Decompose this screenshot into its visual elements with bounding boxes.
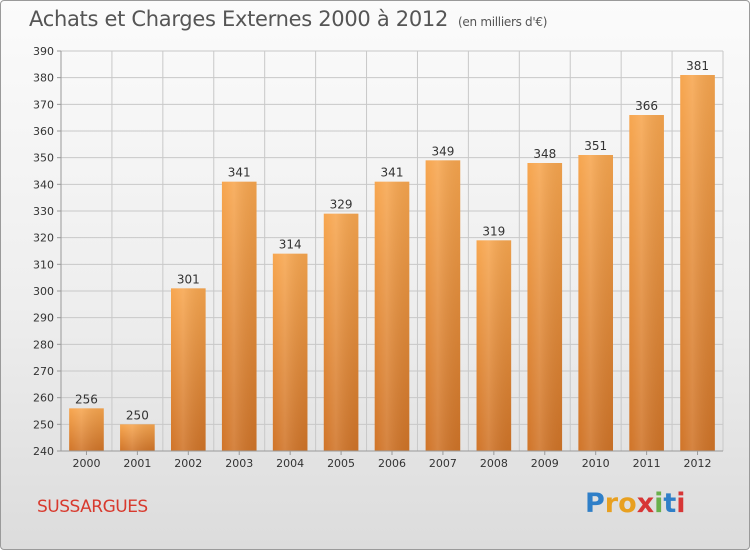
y-tick-label: 300 xyxy=(33,285,54,298)
y-tick-label: 250 xyxy=(33,418,54,431)
data-label: 256 xyxy=(75,392,98,406)
data-label: 319 xyxy=(482,224,505,238)
bar-shine xyxy=(323,213,359,451)
logo-letter: r xyxy=(604,488,619,519)
data-label: 381 xyxy=(686,59,709,73)
bar-shine xyxy=(120,424,155,451)
data-label: 351 xyxy=(584,139,607,153)
data-label: 314 xyxy=(279,238,302,252)
x-tick-label: 2003 xyxy=(225,457,253,470)
data-label: 341 xyxy=(228,166,251,180)
logo-letter: i xyxy=(676,488,686,519)
y-tick-label: 370 xyxy=(33,98,54,111)
y-tick-label: 390 xyxy=(33,45,54,58)
bar-shine xyxy=(69,408,104,451)
bar-shine xyxy=(680,75,715,451)
bar-shine xyxy=(476,240,512,451)
y-tick-label: 280 xyxy=(33,338,54,351)
bar-shine xyxy=(578,155,614,451)
data-label: 366 xyxy=(635,99,658,113)
y-tick-label: 380 xyxy=(33,72,54,85)
y-tick-label: 310 xyxy=(33,258,54,271)
data-label: 348 xyxy=(533,147,556,161)
data-label: 329 xyxy=(330,198,353,212)
x-tick-label: 2008 xyxy=(480,457,508,470)
x-tick-label: 2010 xyxy=(582,457,610,470)
bar-shine xyxy=(374,181,410,451)
y-tick-label: 330 xyxy=(33,205,54,218)
bar-shine xyxy=(425,160,461,452)
y-tick-label: 270 xyxy=(33,365,54,378)
y-tick-label: 260 xyxy=(33,392,54,405)
bar-shine xyxy=(527,163,563,451)
y-tick-label: 290 xyxy=(33,312,54,325)
axis-layer: 240 250 260 270 280 290 300 310 320 330 340 350 360 3… xyxy=(33,45,723,470)
bar-shine xyxy=(629,115,664,451)
y-tick-label: 350 xyxy=(33,152,54,165)
bar-shine xyxy=(272,253,308,451)
bar-shine xyxy=(170,288,206,451)
bar-layer: 256 250 301 341 314 329 341 349 319 348 351 366 381 xyxy=(69,59,715,452)
chart-unit: (en milliers d'€) xyxy=(458,15,548,29)
y-tick-label: 240 xyxy=(33,445,54,458)
data-label: 341 xyxy=(381,166,404,180)
x-tick-label: 2001 xyxy=(123,457,151,470)
logo-letter: P xyxy=(585,488,605,519)
logo-letter: t xyxy=(663,488,677,519)
x-tick-label: 2006 xyxy=(378,457,406,470)
logo-letter: o xyxy=(618,488,637,519)
x-tick-label: 2012 xyxy=(684,457,712,470)
x-tick-label: 2005 xyxy=(327,457,355,470)
y-tick-label: 340 xyxy=(33,178,54,191)
proxiti-logo: Proxiti xyxy=(585,488,686,519)
x-tick-label: 2000 xyxy=(72,457,100,470)
y-tick-label: 360 xyxy=(33,125,54,138)
x-tick-label: 2007 xyxy=(429,457,457,470)
x-tick-label: 2004 xyxy=(276,457,304,470)
commune-name: SUSSARGUES xyxy=(37,497,148,517)
x-tick-label: 2011 xyxy=(633,457,661,470)
data-label: 250 xyxy=(126,408,149,422)
chart-title-text: Achats et Charges Externes 2000 à 2012 xyxy=(29,7,449,31)
data-label: 301 xyxy=(177,272,200,286)
chart-title: Achats et Charges Externes 2000 à 2012 (e… xyxy=(29,7,547,31)
logo-letter: x xyxy=(636,488,655,519)
data-label: 349 xyxy=(431,144,454,158)
bar-shine xyxy=(221,181,257,451)
x-tick-label: 2002 xyxy=(174,457,202,470)
logo-letter: i xyxy=(654,488,664,519)
x-tick-label: 2009 xyxy=(531,457,559,470)
y-tick-label: 320 xyxy=(33,232,54,245)
